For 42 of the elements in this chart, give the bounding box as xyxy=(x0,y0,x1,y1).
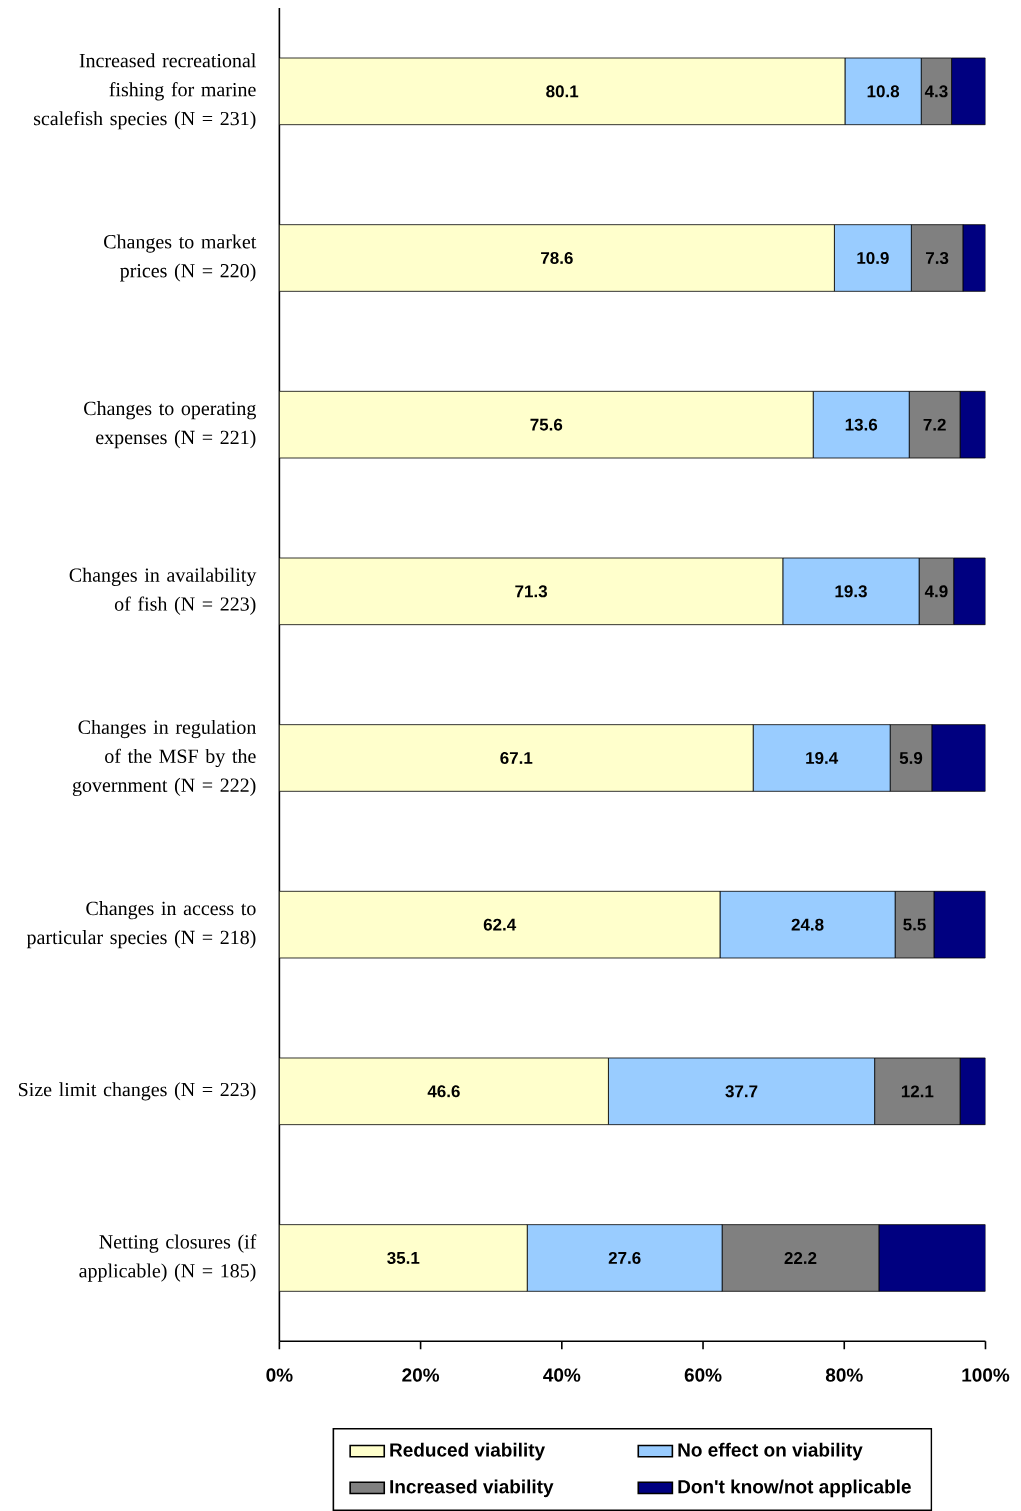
data-label: 7.2 xyxy=(923,418,946,431)
y-tick-label: Changes to market prices (N = 220) xyxy=(103,234,257,282)
data-label: 4.3 xyxy=(924,85,948,98)
y-tick-label: Changes to operating expenses (N = 221) xyxy=(83,401,256,449)
y-tick-label: Increased recreational fishing for marine scalefish species (N = 231) xyxy=(33,53,256,130)
data-label: 67.1 xyxy=(500,751,533,764)
data-label: 7.3 xyxy=(925,251,949,265)
data-label: 24.8 xyxy=(791,918,824,931)
data-label: 71.3 xyxy=(515,585,547,598)
x-tick-label: 100% xyxy=(962,1368,1010,1382)
data-label: 75.6 xyxy=(530,418,562,431)
data-label: 10.9 xyxy=(857,251,889,264)
y-tick-label: Changes in regulation of the MSF by the government (N = 222) xyxy=(72,719,256,797)
data-label: 13.6 xyxy=(845,418,877,431)
legend-label: Increased viability xyxy=(390,1479,554,1498)
y-tick-label: Size limit changes (N = 223) xyxy=(18,1082,256,1101)
data-label: 46.6 xyxy=(427,1085,460,1098)
data-label: 10.8 xyxy=(867,85,899,98)
x-tick-label: 60% xyxy=(684,1368,722,1382)
data-label: 37.7 xyxy=(725,1085,758,1098)
data-label: 5.5 xyxy=(903,918,926,931)
legend-label: Don't know/not applicable xyxy=(678,1479,911,1498)
data-label: 22.2 xyxy=(784,1252,817,1264)
data-label: 27.6 xyxy=(608,1251,641,1264)
x-tick-label: 0% xyxy=(266,1368,293,1382)
legend-label: No effect on viability xyxy=(678,1442,863,1461)
data-label: 62.4 xyxy=(483,918,516,931)
data-label: 5.9 xyxy=(899,751,922,764)
data-label: 19.3 xyxy=(835,585,867,598)
data-label: 12.1 xyxy=(901,1085,934,1098)
y-tick-label: Changes in access to particular species (N = 218) xyxy=(26,901,256,949)
data-label: 78.6 xyxy=(540,251,573,264)
legend-label: Reduced viability xyxy=(390,1442,545,1461)
y-tick-label: Netting closures (if applicable) (N = 185) xyxy=(79,1234,257,1282)
x-tick-label: 20% xyxy=(402,1368,439,1382)
data-label: 80.1 xyxy=(545,85,578,98)
data-label: 35.1 xyxy=(386,1251,420,1264)
x-tick-label: 40% xyxy=(542,1368,581,1382)
data-label: 4.9 xyxy=(924,585,948,598)
data-label: 19.4 xyxy=(805,751,838,764)
y-tick-label: Changes in availability of fish (N = 223) xyxy=(69,567,257,615)
x-tick-label: 80% xyxy=(825,1368,863,1382)
